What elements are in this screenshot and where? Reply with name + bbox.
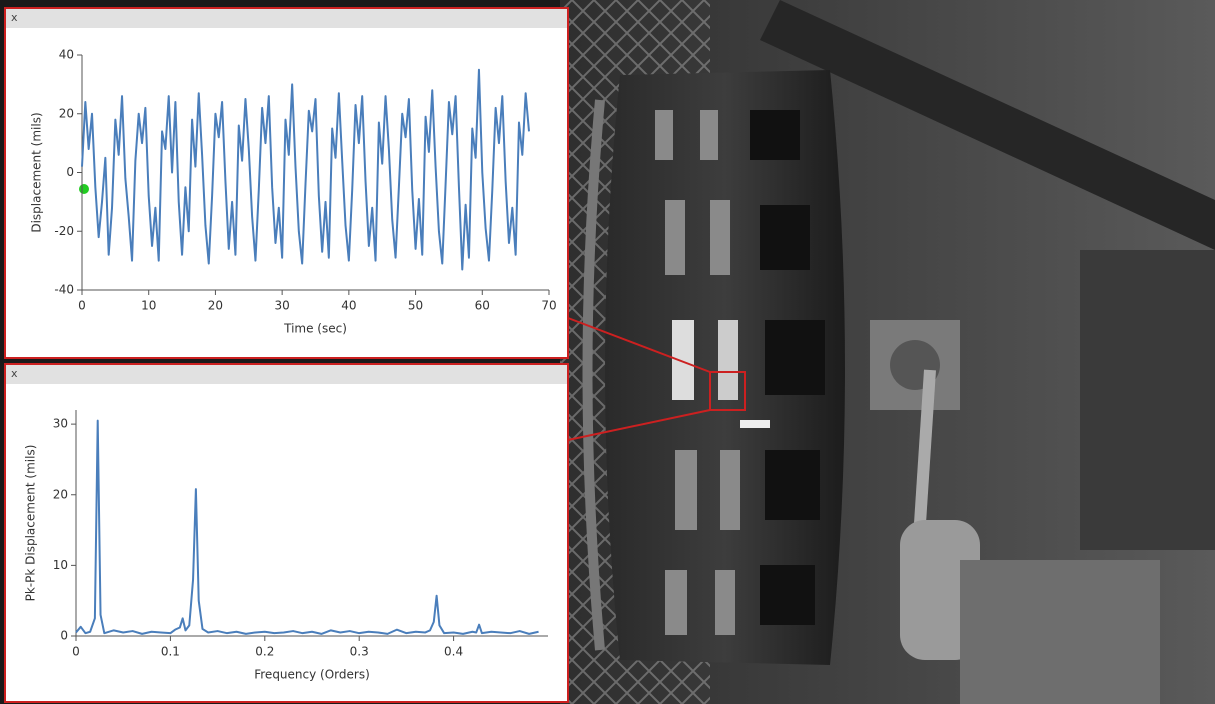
x-tick-label: 40 <box>341 299 356 313</box>
x-axis-label: Time (sec) <box>283 322 347 336</box>
x-tick-label: 30 <box>275 299 290 313</box>
x-tick-label: 0.1 <box>161 645 180 659</box>
screen: x x -40 -20 0 20 40 0 10 20 30 40 50 60 70 Time (sec)… <box>0 0 1215 704</box>
y-tick-label: -40 <box>54 283 74 297</box>
y-axis-label: Pk-Pk Displacement (mils) <box>24 445 38 602</box>
y-tick-label: 30 <box>53 417 68 431</box>
y-tick-label: 10 <box>53 558 68 572</box>
x-tick-label: 50 <box>408 299 423 313</box>
y-tick-label: 20 <box>59 106 74 120</box>
close-button[interactable]: x <box>11 11 18 24</box>
x-tick-label: 20 <box>208 299 223 313</box>
y-tick-label: 0 <box>66 165 74 179</box>
x-tick-label: 0.2 <box>255 645 274 659</box>
x-tick-label: 70 <box>541 299 556 313</box>
y-tick-label: 40 <box>59 48 74 62</box>
y-axis-label: Displacement (mils) <box>30 112 44 232</box>
x-tick-label: 0 <box>72 645 80 659</box>
cursor-marker <box>79 184 89 194</box>
panel: x <box>5 364 568 702</box>
page: {"panels": [{"close": "x"}, {"close": "x… <box>0 0 1215 704</box>
y-tick-label: -20 <box>54 224 74 238</box>
x-tick-label: 60 <box>475 299 490 313</box>
x-axis-label: Frequency (Orders) <box>254 668 370 682</box>
x-tick-label: 10 <box>141 299 156 313</box>
y-tick-label: 20 <box>53 487 68 501</box>
y-tick-label: 0 <box>60 629 68 643</box>
x-tick-label: 0 <box>78 299 86 313</box>
close-button[interactable]: x <box>11 367 18 380</box>
x-tick-label: 0.3 <box>350 645 369 659</box>
x-tick-label: 0.4 <box>444 645 463 659</box>
